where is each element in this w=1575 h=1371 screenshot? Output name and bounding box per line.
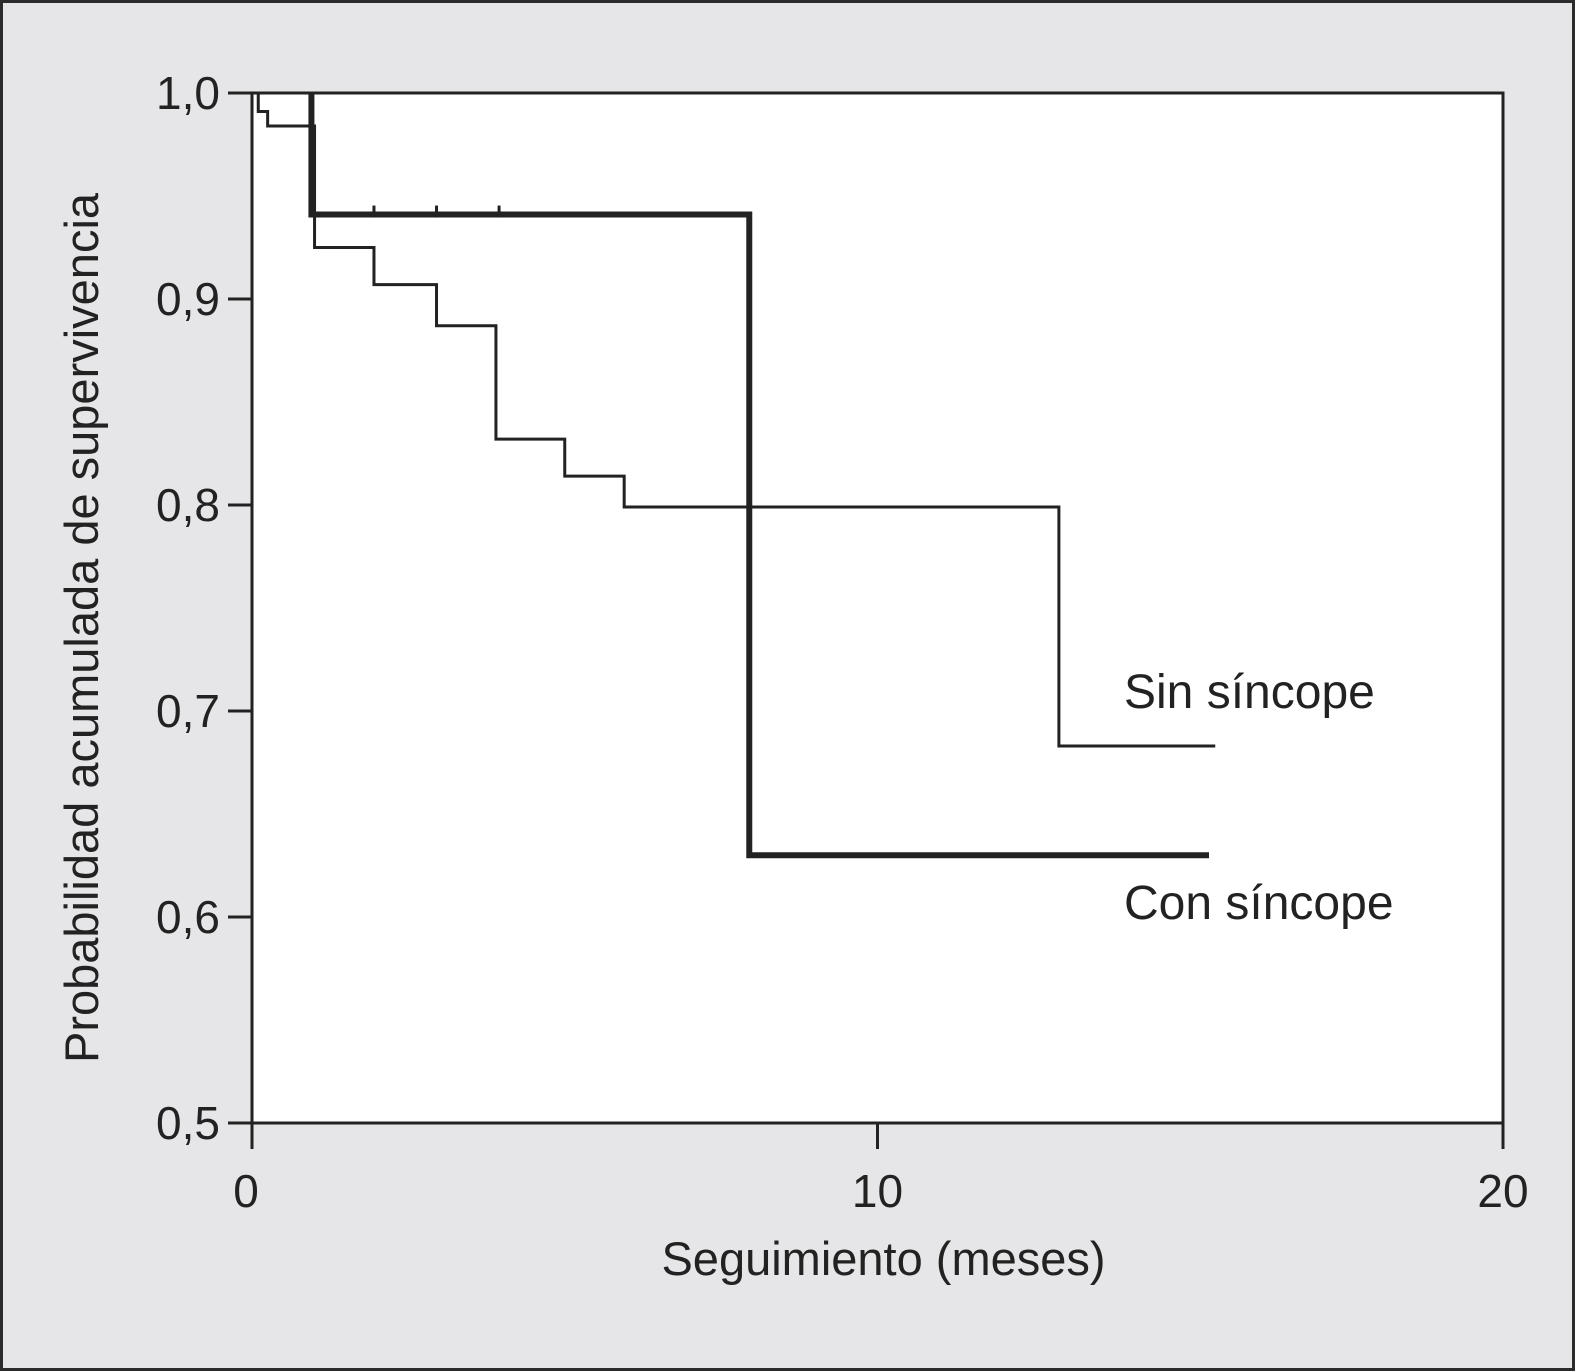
series-line-con-sincope	[308, 93, 1210, 859]
y-tick-label: 1,0	[156, 67, 220, 119]
x-tick-label: 0	[233, 1165, 259, 1217]
x-tick-label: 10	[852, 1165, 903, 1217]
y-tick-label: 0,5	[156, 1097, 220, 1149]
y-tick-label: 0,8	[156, 479, 220, 531]
x-axis: 0 10 20	[233, 1123, 1529, 1217]
series-layer	[252, 91, 1216, 859]
plot-area	[250, 91, 1505, 1125]
x-tick-label: 20	[1477, 1165, 1528, 1217]
y-tick-label: 0,7	[156, 685, 220, 737]
y-tick-label: 0,6	[156, 891, 220, 943]
y-axis: 0,5 0,6 0,7 0,8 0,9 1,0	[156, 67, 252, 1149]
y-tick-label: 0,9	[156, 273, 220, 325]
series-line-sin-sincope	[252, 91, 1216, 748]
x-axis-title: Seguimiento (meses)	[661, 1232, 1105, 1285]
series-label-sin-sincope: Sin síncope	[1124, 666, 1375, 719]
series-label-con-sincope: Con síncope	[1124, 877, 1394, 930]
y-axis-title: Probabilidad acumulada de supervivencia	[55, 192, 108, 1063]
